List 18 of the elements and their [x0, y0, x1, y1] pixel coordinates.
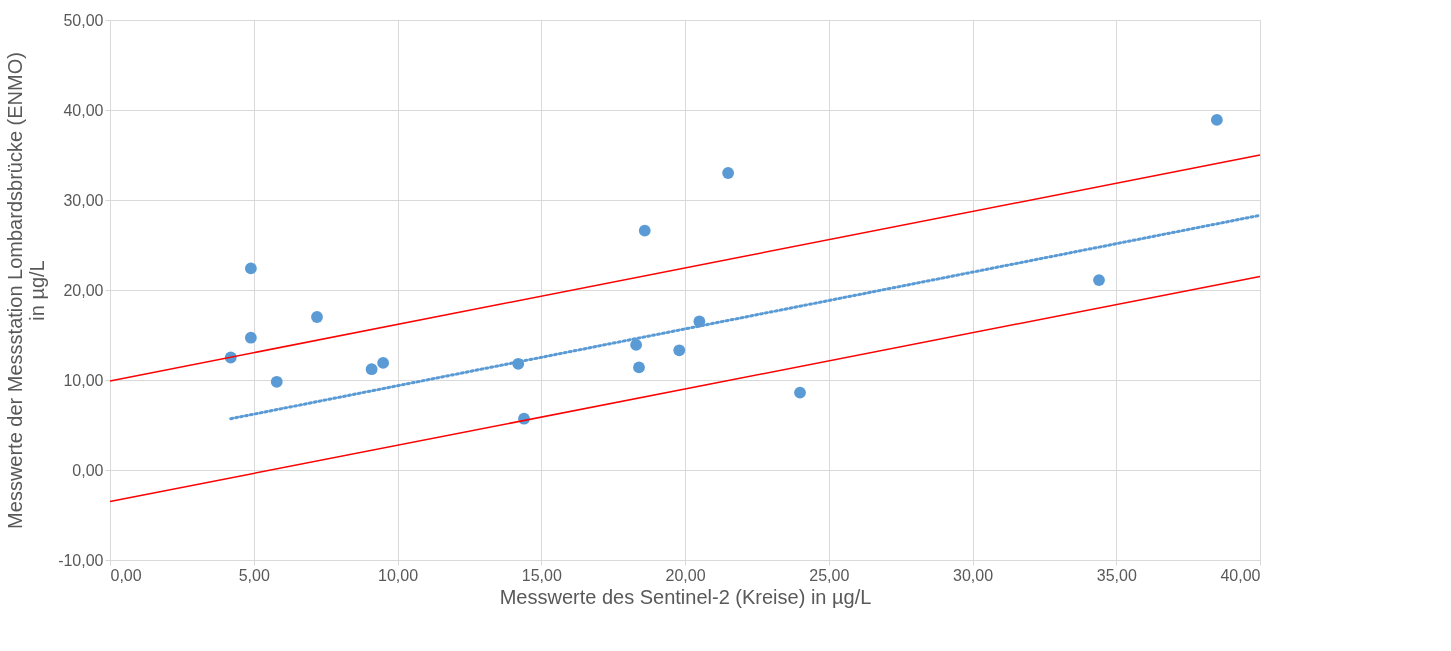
x-tick-label: 25,00	[809, 566, 850, 584]
x-tick-label: 15,00	[521, 566, 562, 584]
x-tick-label: 5,00	[238, 566, 270, 584]
x-tick-label: 40,00	[1220, 566, 1261, 584]
y-tick-label: 0,00	[72, 461, 104, 479]
x-tick-label: 35,00	[1096, 566, 1137, 584]
x-tick-label: 20,00	[665, 566, 706, 584]
y-axis-title: Messwerte der Messstation Lombardsbrücke (ENMO) in µg/L	[4, 52, 49, 529]
x-tick-label: 30,00	[952, 566, 994, 584]
y-tick-label: 40,00	[63, 101, 104, 119]
y-tick-label: 10,00	[63, 371, 104, 389]
y-tick-label: -10,00	[58, 551, 104, 569]
y-tick-label: 50,00	[63, 11, 104, 29]
x-axis-title: Messwerte des Sentinel-2 (Kreise) in µg/L	[499, 585, 872, 608]
x-tick-label: 0,00	[110, 566, 142, 584]
y-tick-label: 20,00	[63, 281, 104, 299]
y-tick-label: 30,00	[63, 191, 104, 209]
x-tick-label: 10,00	[377, 566, 419, 584]
